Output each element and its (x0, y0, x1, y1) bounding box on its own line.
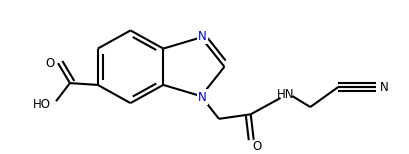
Text: HO: HO (33, 98, 51, 111)
Text: N: N (198, 91, 207, 103)
Text: HN: HN (277, 88, 294, 101)
Text: N: N (380, 81, 388, 94)
Text: O: O (252, 140, 261, 154)
Text: O: O (45, 57, 55, 70)
Text: N: N (198, 30, 207, 43)
